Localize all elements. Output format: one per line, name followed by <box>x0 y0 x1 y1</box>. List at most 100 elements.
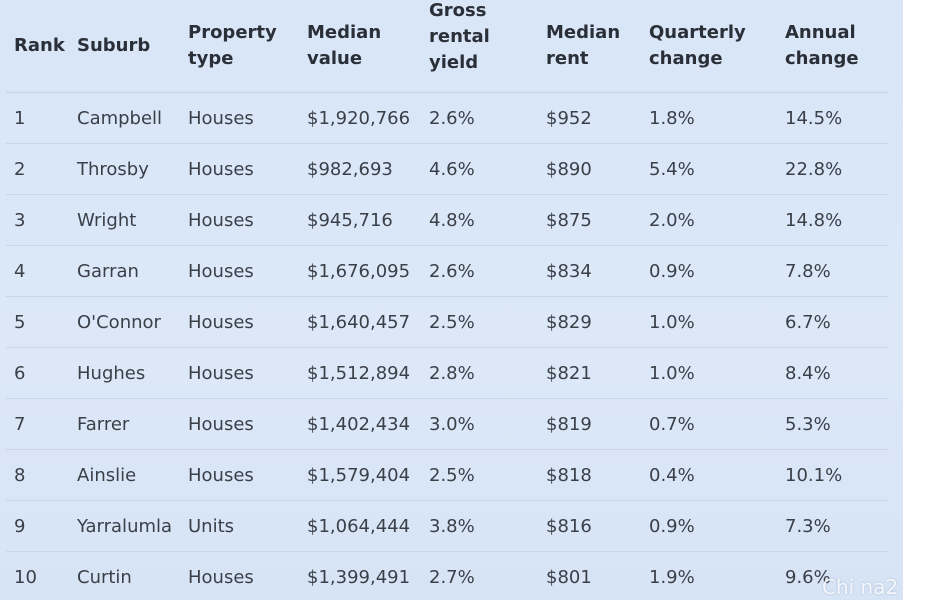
annual-change-cell: 8.4% <box>777 347 888 399</box>
gross-rental-yield-cell: 3.0% <box>421 398 538 450</box>
rank-cell: 2 <box>6 143 69 195</box>
gross-rental-yield-cell: 2.6% <box>421 245 538 297</box>
rank-cell: 1 <box>6 92 69 144</box>
median-rent-cell: $890 <box>538 143 641 195</box>
property-type-cell: Houses <box>180 398 299 450</box>
gross-rental-yield-cell: 2.5% <box>421 449 538 501</box>
suburb-cell: Farrer <box>69 398 180 450</box>
table-header-row: Rank Suburb Property type Median value G… <box>6 0 888 93</box>
table-row: 9 Yarralumla Units $1,064,444 3.8% $816 0.9% 7.… <box>6 500 888 552</box>
gross-rental-yield-cell: 2.5% <box>421 296 538 348</box>
property-type-cell: Houses <box>180 143 299 195</box>
annual-change-cell: 14.5% <box>777 92 888 144</box>
property-type-cell: Units <box>180 500 299 552</box>
median-value-cell: $1,676,095 <box>299 245 421 297</box>
gross-rental-yield-cell: 2.6% <box>421 92 538 144</box>
quarterly-change-cell: 1.9% <box>649 566 695 588</box>
median-value-cell: $1,512,894 <box>299 347 421 399</box>
suburb-cell: Curtin <box>77 566 132 588</box>
median-rent-cell: $834 <box>538 245 641 297</box>
table-panel: Rank Suburb Property type Median value G… <box>0 0 903 600</box>
median-value-cell: $1,402,434 <box>299 398 421 450</box>
header-quarterly-change: Quarterly change <box>641 0 777 93</box>
quarterly-change-cell: 0.4% <box>641 449 777 501</box>
quarterly-change-cell: 2.0% <box>641 194 777 246</box>
property-type-cell: Houses <box>180 449 299 501</box>
quarterly-change-cell: 1.8% <box>641 92 777 144</box>
table-row: 8 Ainslie Houses $1,579,404 2.5% $818 0.4% 10.1… <box>6 449 888 501</box>
suburb-cell: Throsby <box>69 143 180 195</box>
median-rent-cell: $801 <box>546 566 592 588</box>
watermark: Chi na2 <box>822 575 899 599</box>
rank-cell: 3 <box>6 194 69 246</box>
median-value-cell: $982,693 <box>299 143 421 195</box>
header-suburb: Suburb <box>69 0 180 93</box>
table-row: 2 Throsby Houses $982,693 4.6% $890 5.4% 22.8% <box>6 143 888 195</box>
property-type-cell: Houses <box>180 194 299 246</box>
quarterly-change-cell: 5.4% <box>641 143 777 195</box>
annual-change-cell: 5.3% <box>777 398 888 450</box>
rank-cell: 10 <box>14 566 37 588</box>
gross-rental-yield-cell: 2.7% <box>429 566 475 588</box>
suburb-cell: O'Connor <box>69 296 180 348</box>
gross-rental-yield-cell: 3.8% <box>421 500 538 552</box>
table-row: 5 O'Connor Houses $1,640,457 2.5% $829 1.0% 6.7… <box>6 296 888 348</box>
header-rank: Rank <box>6 0 69 93</box>
gross-rental-yield-cell: 4.6% <box>421 143 538 195</box>
property-type-cell: Houses <box>180 347 299 399</box>
quarterly-change-cell: 0.7% <box>641 398 777 450</box>
table-row: 10 Curtin Houses $1,399,491 2.7% $801 1.9% 9.6% <box>6 552 888 600</box>
rank-cell: 6 <box>6 347 69 399</box>
annual-change-cell: 6.7% <box>777 296 888 348</box>
median-rent-cell: $818 <box>538 449 641 501</box>
table-row: 3 Wright Houses $945,716 4.8% $875 2.0% 14.8% <box>6 194 888 246</box>
rank-cell: 4 <box>6 245 69 297</box>
annual-change-cell: 22.8% <box>777 143 888 195</box>
table-row: 6 Hughes Houses $1,512,894 2.8% $821 1.0% 8.4% <box>6 347 888 399</box>
median-rent-cell: $952 <box>538 92 641 144</box>
median-value-cell: $1,064,444 <box>299 500 421 552</box>
suburb-cell: Garran <box>69 245 180 297</box>
annual-change-cell: 14.8% <box>777 194 888 246</box>
table-row: 1 Campbell Houses $1,920,766 2.6% $952 1.8% 14.… <box>6 92 888 144</box>
header-property-type: Property type <box>180 0 299 93</box>
quarterly-change-cell: 0.9% <box>641 245 777 297</box>
rank-cell: 8 <box>6 449 69 501</box>
suburb-cell: Campbell <box>69 92 180 144</box>
property-type-cell: Houses <box>188 566 254 588</box>
median-value-cell: $1,920,766 <box>299 92 421 144</box>
quarterly-change-cell: 1.0% <box>641 296 777 348</box>
rank-cell: 9 <box>6 500 69 552</box>
header-median-value: Median value <box>299 0 421 93</box>
header-gross-rental-yield: Gross rental yield <box>421 0 538 93</box>
median-rent-cell: $829 <box>538 296 641 348</box>
gross-rental-yield-cell: 2.8% <box>421 347 538 399</box>
header-median-rent: Median rent <box>538 0 641 93</box>
header-annual-change: Annual change <box>777 0 888 93</box>
median-value-cell: $1,399,491 <box>307 566 411 588</box>
suburb-cell: Wright <box>69 194 180 246</box>
median-rent-cell: $875 <box>538 194 641 246</box>
property-type-cell: Houses <box>180 92 299 144</box>
annual-change-cell: 7.3% <box>777 500 888 552</box>
table-row: 7 Farrer Houses $1,402,434 3.0% $819 0.7% 5.3% <box>6 398 888 450</box>
suburb-cell: Hughes <box>69 347 180 399</box>
property-type-cell: Houses <box>180 296 299 348</box>
annual-change-cell: 10.1% <box>777 449 888 501</box>
table-row: 4 Garran Houses $1,676,095 2.6% $834 0.9% 7.8% <box>6 245 888 297</box>
rank-cell: 5 <box>6 296 69 348</box>
median-rent-cell: $821 <box>538 347 641 399</box>
quarterly-change-cell: 0.9% <box>641 500 777 552</box>
suburb-rent-table: Rank Suburb Property type Median value G… <box>6 0 888 600</box>
annual-change-cell: 7.8% <box>777 245 888 297</box>
quarterly-change-cell: 1.0% <box>641 347 777 399</box>
median-value-cell: $945,716 <box>299 194 421 246</box>
median-rent-cell: $816 <box>538 500 641 552</box>
suburb-cell: Ainslie <box>69 449 180 501</box>
gross-rental-yield-cell: 4.8% <box>421 194 538 246</box>
median-value-cell: $1,640,457 <box>299 296 421 348</box>
rank-cell: 7 <box>6 398 69 450</box>
median-value-cell: $1,579,404 <box>299 449 421 501</box>
property-type-cell: Houses <box>180 245 299 297</box>
annual-change-cell: 9.6% <box>785 566 831 588</box>
